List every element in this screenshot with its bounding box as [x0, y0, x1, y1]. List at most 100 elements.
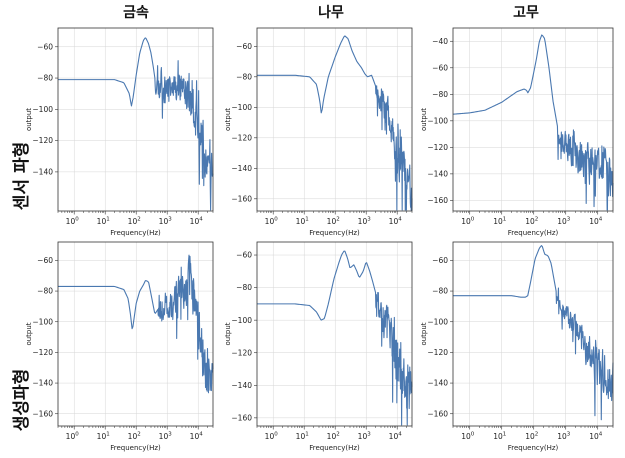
y-tick-label: −160	[427, 409, 448, 418]
y-tick-label: −100	[427, 317, 448, 326]
x-tick-label: 103	[557, 432, 571, 442]
x-tick-label: 101	[97, 432, 110, 442]
y-tick-label: −80	[236, 72, 252, 81]
y-tick-label: −160	[231, 194, 252, 203]
plot-frame	[256, 241, 413, 427]
y-axis-label: output	[420, 322, 428, 345]
x-tick-label: 102	[128, 217, 141, 227]
x-tick-label: 104	[190, 217, 204, 227]
x-tick-label: 101	[296, 432, 309, 442]
x-tick-label: 103	[159, 432, 173, 442]
y-tick-label: −80	[432, 90, 448, 99]
x-tick-label: 104	[389, 217, 403, 227]
x-axis-label: Frequency(Hz)	[508, 229, 559, 237]
y-tick-label: −120	[427, 143, 448, 152]
y-axis-label: output	[224, 108, 232, 131]
x-tick-label: 102	[327, 217, 340, 227]
row-title-generated-waveform: 생성파형	[11, 369, 32, 432]
x-tick-label: 103	[159, 217, 173, 227]
subplot-r1c1: −160 −140 −120 −100 −80 −60 100 101 102 103 104 Fre…	[224, 241, 413, 452]
y-tick-label: −60	[37, 42, 53, 51]
x-tick-label: 100	[265, 217, 279, 227]
series-line	[453, 245, 614, 421]
x-tick-label: 102	[327, 432, 340, 442]
column-title-wood: 나무	[318, 5, 344, 21]
x-tick-label: 100	[66, 432, 80, 442]
series-line	[257, 250, 413, 426]
x-tick-label: 100	[66, 217, 80, 227]
y-tick-label: −80	[236, 283, 252, 292]
y-tick-label: −60	[432, 256, 448, 265]
y-axis-label: output	[25, 322, 33, 345]
y-tick-label: −60	[432, 63, 448, 72]
x-axis-label: Frequency(Hz)	[110, 444, 161, 452]
subplot-r0c2: −160 −140 −120 −100 −80 −60 −40 100 101 102 103 104…	[420, 27, 614, 237]
y-axis-label: output	[25, 108, 33, 131]
x-axis-label: Frequency(Hz)	[508, 444, 559, 452]
y-tick-label: −140	[32, 167, 53, 176]
y-tick-label: −60	[37, 256, 53, 265]
subplot-r0c1: −160 −140 −120 −100 −80 −60 100 101 102 103 104 Fre…	[224, 27, 413, 237]
row-title-sensor-waveform: 센서 파형	[11, 142, 32, 210]
y-tick-label: −140	[32, 379, 53, 388]
subplot-r1c0: −160 −140 −120 −100 −80 −60 100 101 102 103 104 Fre…	[25, 241, 214, 452]
subplot-r0c0: −140 −120 −100 −80 −60 100 101 102 103 104 Frequen…	[25, 27, 214, 237]
x-tick-label: 102	[525, 432, 538, 442]
y-tick-label: −80	[37, 287, 53, 296]
x-tick-label: 104	[190, 432, 204, 442]
plot-frame	[57, 241, 214, 427]
x-tick-label: 102	[128, 432, 141, 442]
plot-frame	[57, 27, 214, 212]
x-tick-label: 103	[358, 217, 372, 227]
x-tick-label: 103	[358, 432, 372, 442]
series-line	[58, 254, 214, 394]
column-title-rubber: 고무	[513, 5, 539, 21]
y-tick-label: −160	[32, 409, 53, 418]
y-tick-label: −120	[231, 133, 252, 142]
y-tick-label: −160	[427, 196, 448, 205]
x-tick-label: 100	[265, 432, 279, 442]
x-tick-label: 101	[97, 217, 110, 227]
y-tick-label: −80	[432, 287, 448, 296]
y-tick-label: −60	[236, 251, 252, 260]
x-axis-label: Frequency(Hz)	[110, 229, 161, 237]
x-tick-label: 102	[525, 217, 538, 227]
x-tick-label: 101	[493, 432, 506, 442]
series-line	[257, 35, 413, 211]
y-tick-label: −120	[32, 136, 53, 145]
y-tick-label: −140	[231, 164, 252, 173]
x-axis-label: Frequency(Hz)	[309, 444, 360, 452]
series-line	[452, 34, 614, 211]
x-tick-label: 100	[461, 217, 475, 227]
x-tick-label: 100	[461, 432, 475, 442]
y-tick-label: −60	[236, 42, 252, 51]
y-tick-label: −40	[432, 37, 448, 46]
y-tick-label: −100	[427, 116, 448, 125]
x-axis-label: Frequency(Hz)	[309, 229, 360, 237]
y-tick-label: −140	[427, 169, 448, 178]
x-tick-label: 101	[493, 217, 506, 227]
y-tick-label: −100	[32, 317, 53, 326]
y-tick-label: −100	[231, 103, 252, 112]
y-axis-label: output	[420, 108, 428, 131]
y-tick-label: −120	[427, 348, 448, 357]
y-tick-label: −140	[427, 379, 448, 388]
x-tick-label: 104	[589, 432, 603, 442]
plot-frame	[256, 27, 413, 212]
plot-frame	[452, 27, 614, 212]
x-tick-label: 103	[557, 217, 571, 227]
y-tick-label: −140	[231, 381, 252, 390]
y-tick-label: −120	[231, 348, 252, 357]
plot-frame	[452, 241, 614, 427]
y-tick-label: −100	[32, 105, 53, 114]
x-tick-label: 104	[389, 432, 403, 442]
x-tick-label: 104	[589, 217, 603, 227]
y-tick-label: −120	[32, 348, 53, 357]
y-axis-label: output	[224, 322, 232, 345]
y-tick-label: −160	[231, 413, 252, 422]
column-title-metal: 금속	[123, 5, 149, 21]
y-tick-label: −100	[231, 316, 252, 325]
y-tick-label: −80	[37, 74, 53, 83]
subplot-r1c2: −160 −140 −120 −100 −80 −60 100 101 102 103 104 Fre…	[420, 241, 614, 452]
